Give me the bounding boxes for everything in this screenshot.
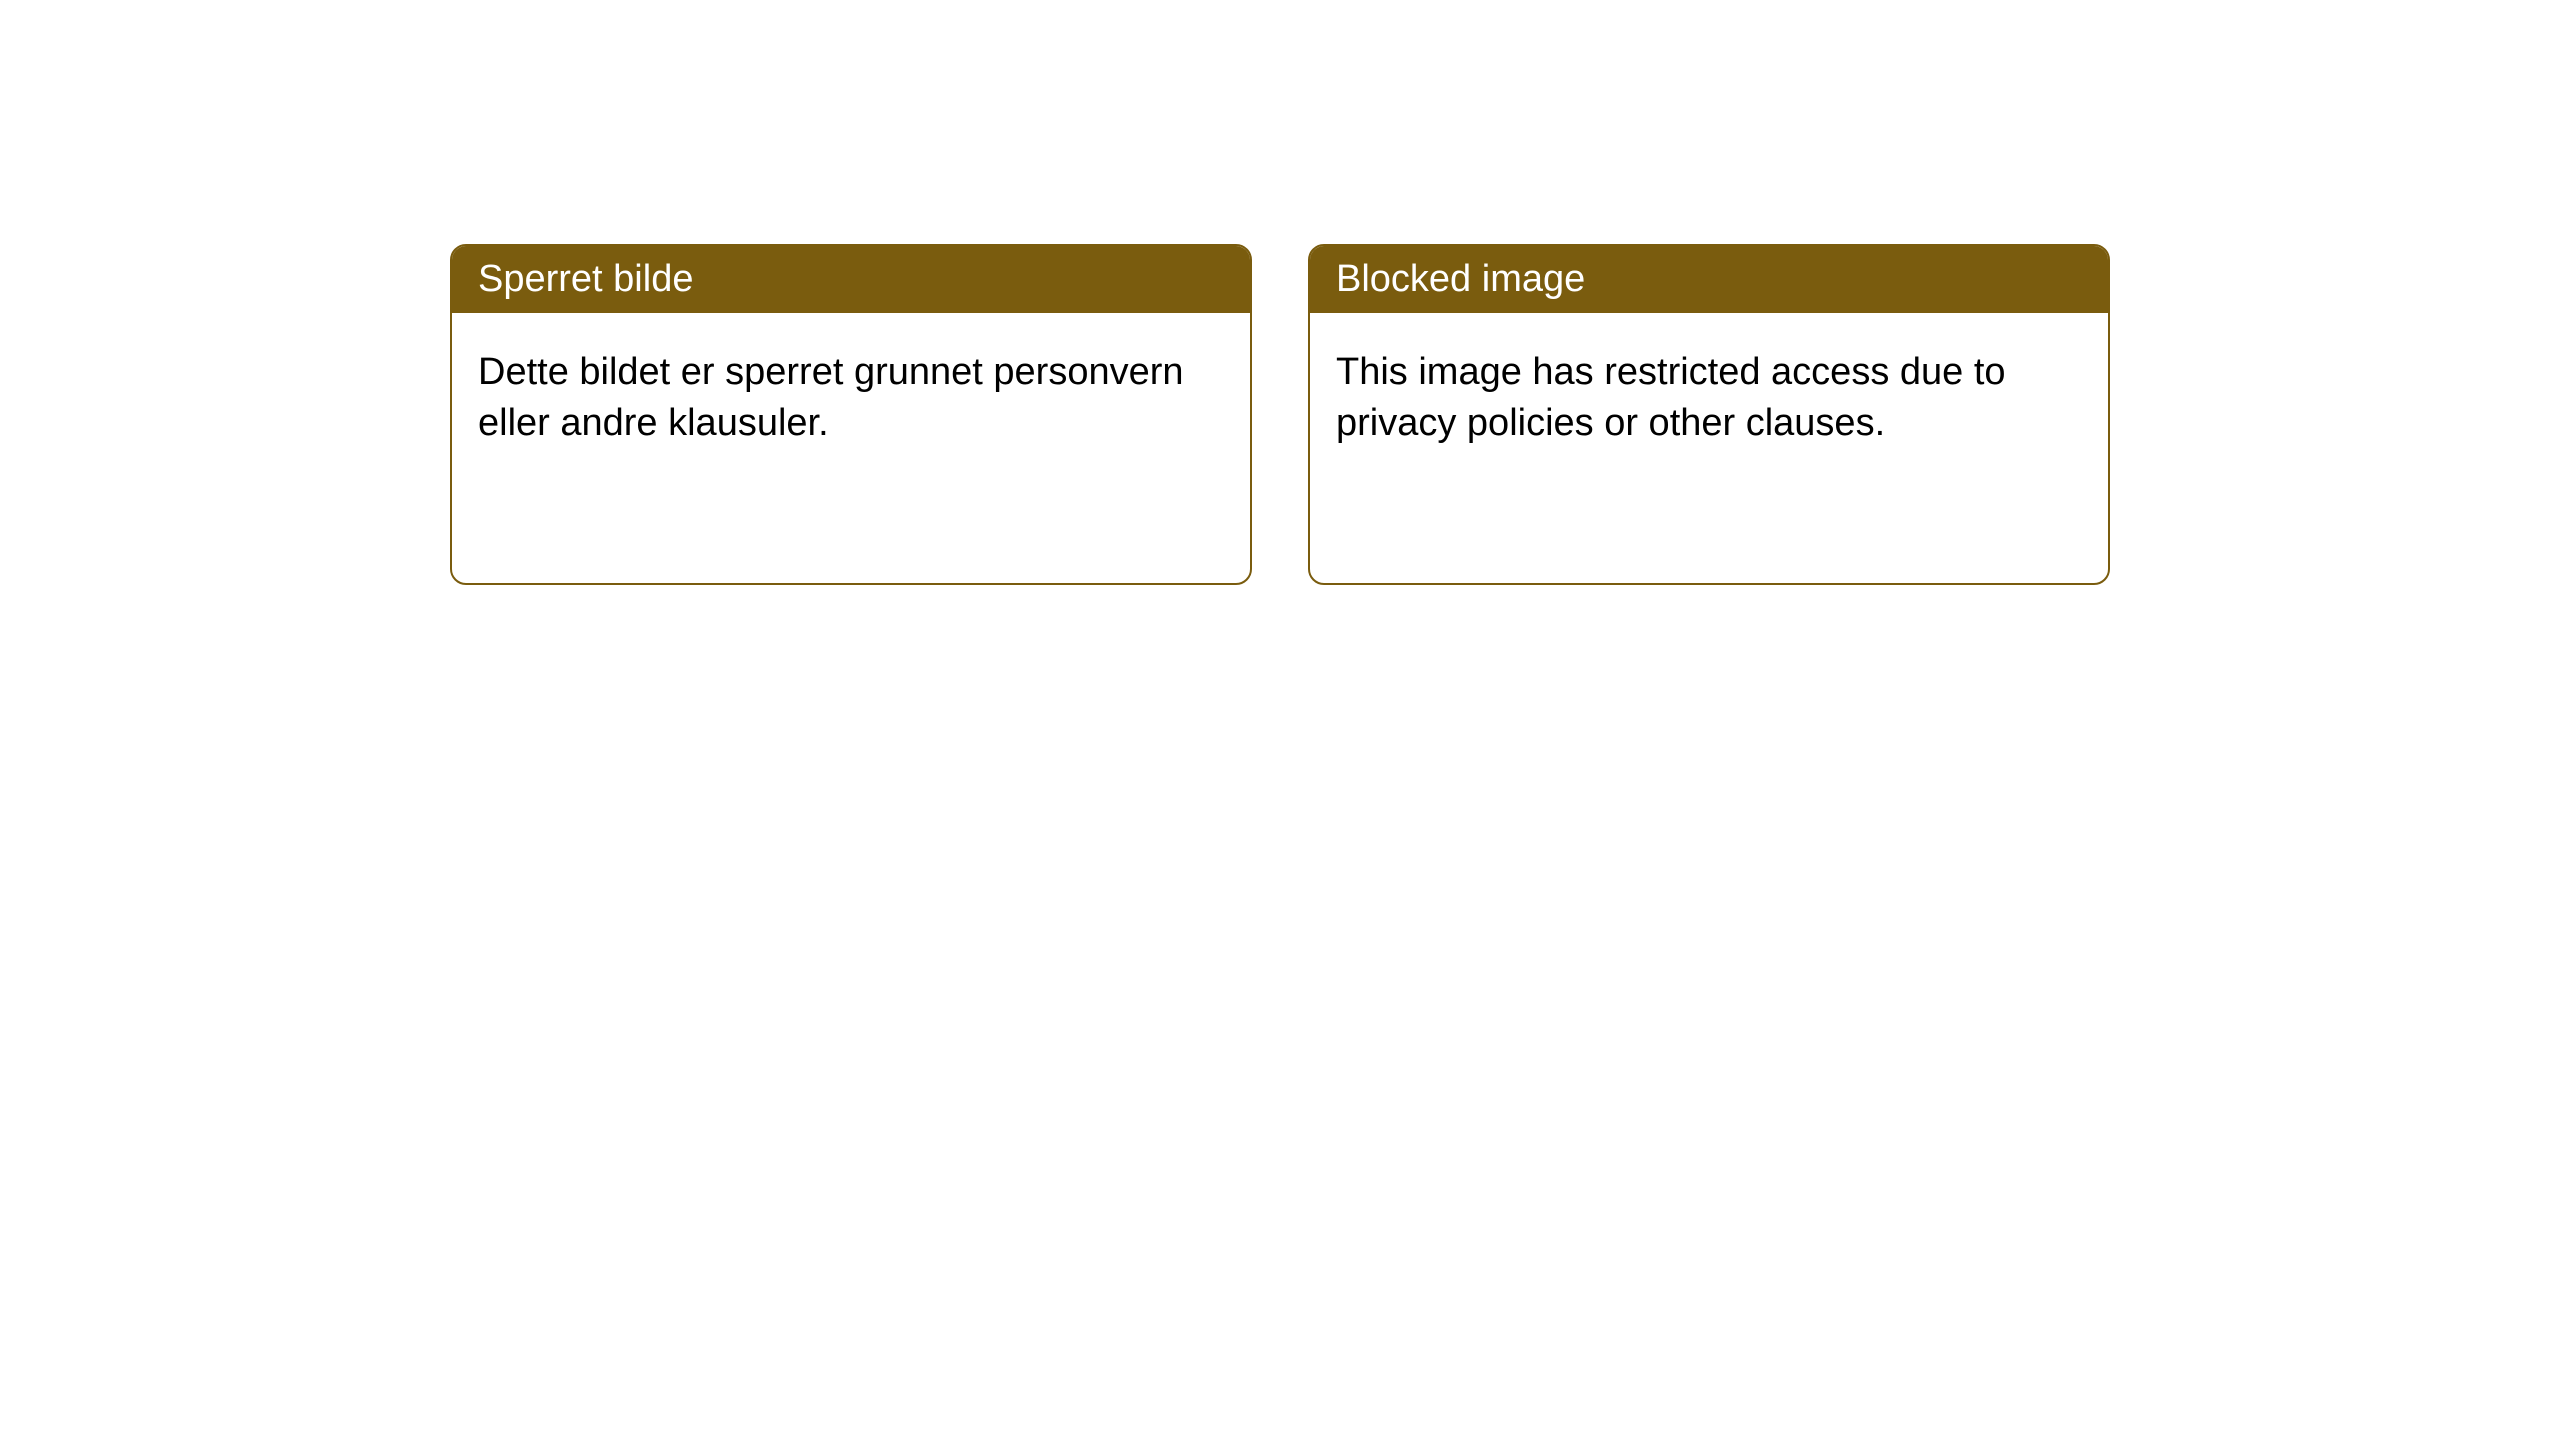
card-header: Blocked image bbox=[1310, 246, 2108, 313]
card-body-text: This image has restricted access due to … bbox=[1336, 351, 2006, 444]
card-body: This image has restricted access due to … bbox=[1310, 313, 2108, 583]
card-title: Sperret bilde bbox=[478, 258, 693, 300]
card-title: Blocked image bbox=[1336, 258, 1585, 300]
card-header: Sperret bilde bbox=[452, 246, 1250, 313]
card-body: Dette bildet er sperret grunnet personve… bbox=[452, 313, 1250, 583]
notice-card-norwegian: Sperret bilde Dette bildet er sperret gr… bbox=[450, 244, 1252, 585]
notice-card-english: Blocked image This image has restricted … bbox=[1308, 244, 2110, 585]
card-body-text: Dette bildet er sperret grunnet personve… bbox=[478, 351, 1184, 444]
notice-container: Sperret bilde Dette bildet er sperret gr… bbox=[0, 0, 2560, 585]
